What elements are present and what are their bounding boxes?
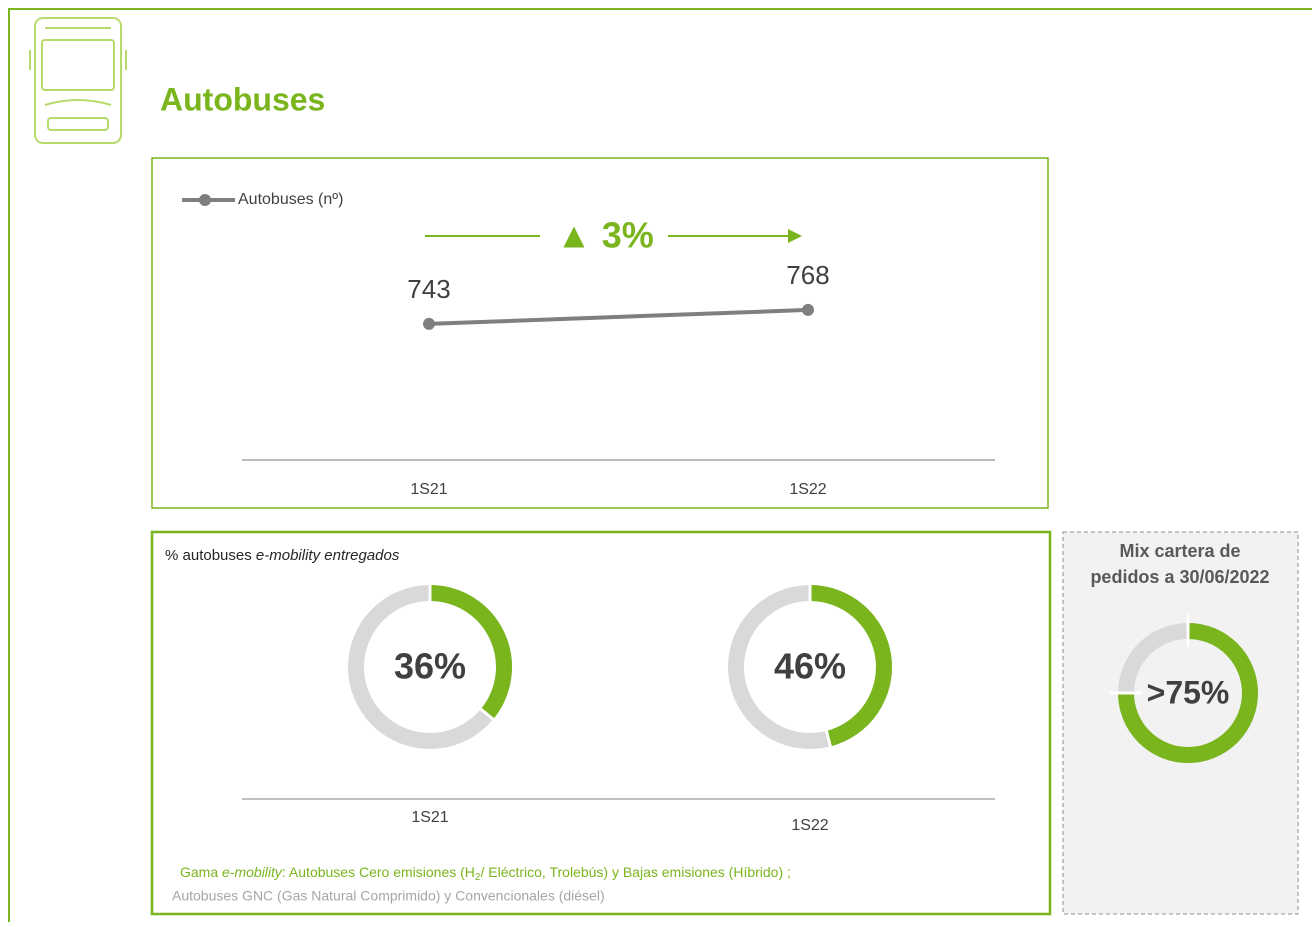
page-title: Autobuses xyxy=(160,81,325,117)
footnote-text: e-mobility xyxy=(222,864,283,880)
line-panel xyxy=(151,157,1049,509)
x-tick-label: 1S22 xyxy=(789,481,826,498)
footnote: Autobuses GNC (Gas Natural Comprimido) y… xyxy=(172,888,605,904)
bus-icon xyxy=(29,17,127,144)
panel-title: % autobuses e-mobility entregados xyxy=(165,547,400,564)
donut-value-label: 36% xyxy=(394,646,466,687)
panel-title: pedidos a 30/06/2022 xyxy=(1090,567,1269,587)
data-point xyxy=(802,303,814,316)
footnote-text: / Eléctrico, Trolebús) y Bajas emisiones… xyxy=(480,864,790,880)
donut-gap xyxy=(473,702,501,726)
legend-label: Autobuses (nº) xyxy=(238,191,343,208)
legend-marker xyxy=(199,194,211,206)
donut-value-label: >75% xyxy=(1147,674,1230,710)
donut-segment xyxy=(1118,623,1258,763)
donut-gap xyxy=(822,722,834,755)
x-tick-label: 1S22 xyxy=(791,817,828,834)
panel-title-part: % autobuses xyxy=(165,547,256,564)
panel-title: Mix cartera de xyxy=(1119,541,1240,561)
donut-segment xyxy=(809,585,892,747)
data-point xyxy=(423,317,435,330)
data-label: 743 xyxy=(407,274,450,304)
footnote-text: : Autobuses Cero emisiones (H xyxy=(282,864,475,880)
frame xyxy=(8,8,1312,922)
data-label: 768 xyxy=(786,260,829,290)
annotation-arrowhead xyxy=(788,229,802,243)
annotation: ▲ 3% xyxy=(556,215,654,256)
panel-title-part: e-mobility entregados xyxy=(256,547,400,564)
mix-panel xyxy=(1062,531,1299,915)
footnote-subscript: 2 xyxy=(475,872,481,883)
donut-panel xyxy=(150,530,1052,916)
x-tick-label: 1S21 xyxy=(411,809,448,826)
series-line xyxy=(428,307,809,326)
x-tick-label: 1S21 xyxy=(410,481,447,498)
footnote: Gama e-mobility: Autobuses Cero emisione… xyxy=(180,864,791,883)
donut-value-label: 46% xyxy=(774,646,846,687)
donut-segment xyxy=(429,585,512,720)
footnote-text: Gama xyxy=(180,864,222,880)
